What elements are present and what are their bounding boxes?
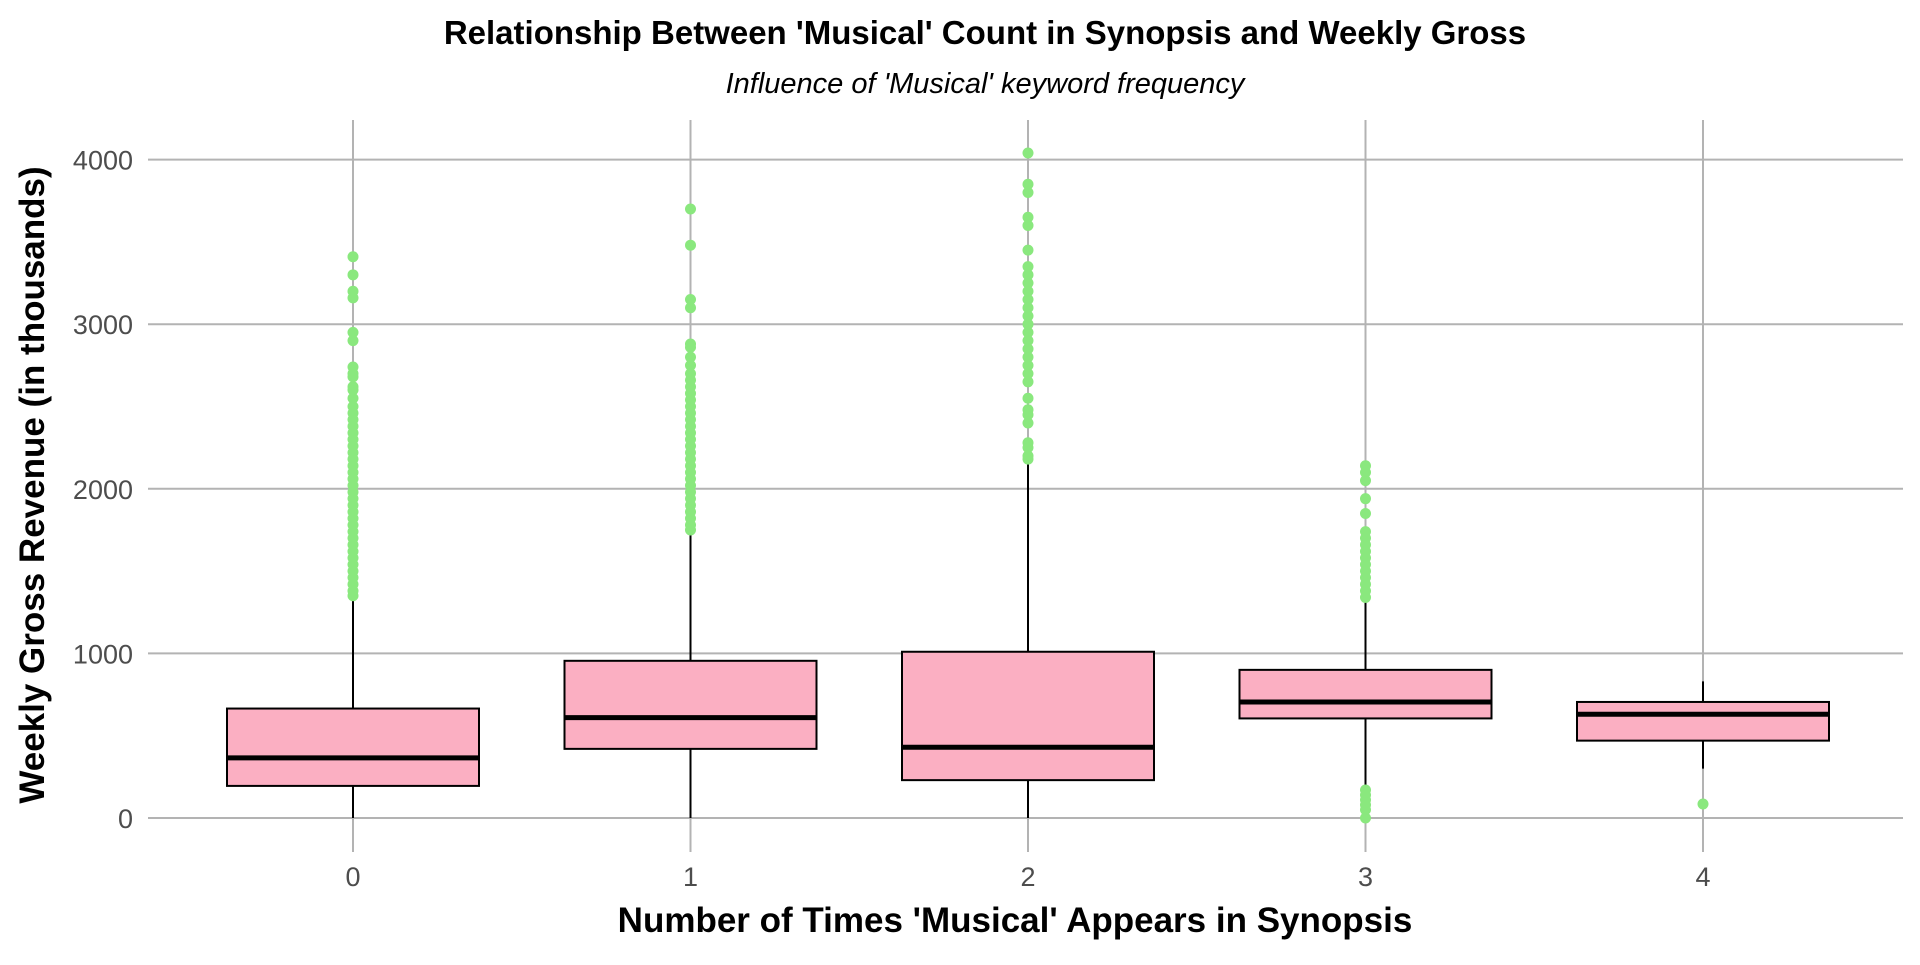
y-axis-label: Weekly Gross Revenue (in thousands) (13, 166, 52, 803)
outlier-point (1022, 302, 1034, 314)
outlier-point (1022, 187, 1034, 199)
y-tick-label: 3000 (73, 310, 133, 340)
outlier-point (1022, 318, 1034, 330)
outlier-point (1360, 812, 1371, 824)
chart-title: Relationship Between 'Musical' Count in … (444, 14, 1526, 51)
outlier-point (1022, 261, 1034, 273)
outlier-point (347, 392, 359, 404)
box-group-1 (563, 203, 818, 818)
outlier-point (1022, 368, 1034, 380)
outlier-point (347, 401, 359, 412)
outlier-point (1022, 178, 1034, 190)
outlier-point (1360, 784, 1371, 796)
outlier-point (685, 368, 696, 380)
outlier-point (1022, 351, 1034, 363)
iqr-box (1238, 668, 1493, 720)
iqr-box (1576, 700, 1830, 742)
outlier-point (1360, 526, 1371, 538)
chart-subtitle: Influence of 'Musical' keyword frequency (726, 68, 1246, 100)
outlier-point (1022, 244, 1034, 256)
box-layer (226, 147, 1830, 824)
outlier-point (685, 294, 696, 306)
outlier-point (1360, 493, 1371, 505)
x-tick-label: 2 (1020, 862, 1035, 892)
outlier-point (1022, 219, 1034, 231)
outlier-point (685, 239, 696, 251)
y-tick-label: 4000 (73, 146, 133, 176)
iqr-box (901, 650, 1155, 782)
outlier-point (685, 359, 696, 371)
outlier-point (1360, 475, 1371, 487)
iqr-box (226, 707, 480, 787)
outlier-point (1022, 392, 1034, 404)
outlier-point (1022, 359, 1034, 371)
box-group-2 (901, 147, 1155, 818)
outlier-point (685, 351, 696, 363)
outlier-point (685, 302, 696, 314)
outlier-point (1697, 798, 1709, 810)
outlier-point (1022, 269, 1034, 281)
y-tick-label: 1000 (73, 639, 133, 669)
outlier-point (1360, 460, 1371, 472)
outlier-point (347, 361, 359, 373)
outlier-point (347, 251, 359, 263)
outlier-point (347, 285, 359, 297)
box-group-0 (226, 251, 480, 818)
outlier-point (685, 203, 696, 215)
outlier-point (1022, 285, 1034, 297)
outlier-point (347, 381, 359, 393)
outlier-point (1022, 310, 1034, 322)
outlier-point (1022, 277, 1034, 289)
outlier-point (347, 335, 359, 347)
outlier-point (1022, 404, 1034, 416)
outlier-point (1022, 335, 1034, 347)
outlier-point (1022, 326, 1034, 338)
outlier-point (1022, 211, 1034, 223)
y-tick-label: 0 (118, 804, 133, 834)
tick-layer: 0 1000 2000 3000 4000 0 1 2 3 4 (73, 146, 1711, 892)
x-tick-label: 4 (1695, 862, 1710, 892)
x-tick-label: 0 (345, 862, 360, 892)
outlier-point (1022, 437, 1034, 449)
outlier-point (347, 269, 359, 281)
outlier-point (1022, 376, 1034, 388)
x-tick-label: 1 (683, 862, 698, 892)
outlier-point (1022, 343, 1034, 355)
iqr-box (563, 659, 818, 750)
box-group-4 (1576, 681, 1830, 810)
outlier-point (347, 326, 359, 338)
box-group-3 (1238, 460, 1493, 824)
x-axis-label: Number of Times 'Musical' Appears in Syn… (618, 901, 1413, 940)
outlier-point (1022, 417, 1034, 429)
outlier-point (1360, 507, 1371, 519)
outlier-point (685, 338, 696, 350)
outlier-point (1022, 450, 1034, 462)
x-tick-label: 3 (1358, 862, 1373, 892)
y-tick-label: 2000 (73, 475, 133, 505)
outlier-point (1022, 294, 1034, 306)
outlier-point (1022, 147, 1034, 159)
